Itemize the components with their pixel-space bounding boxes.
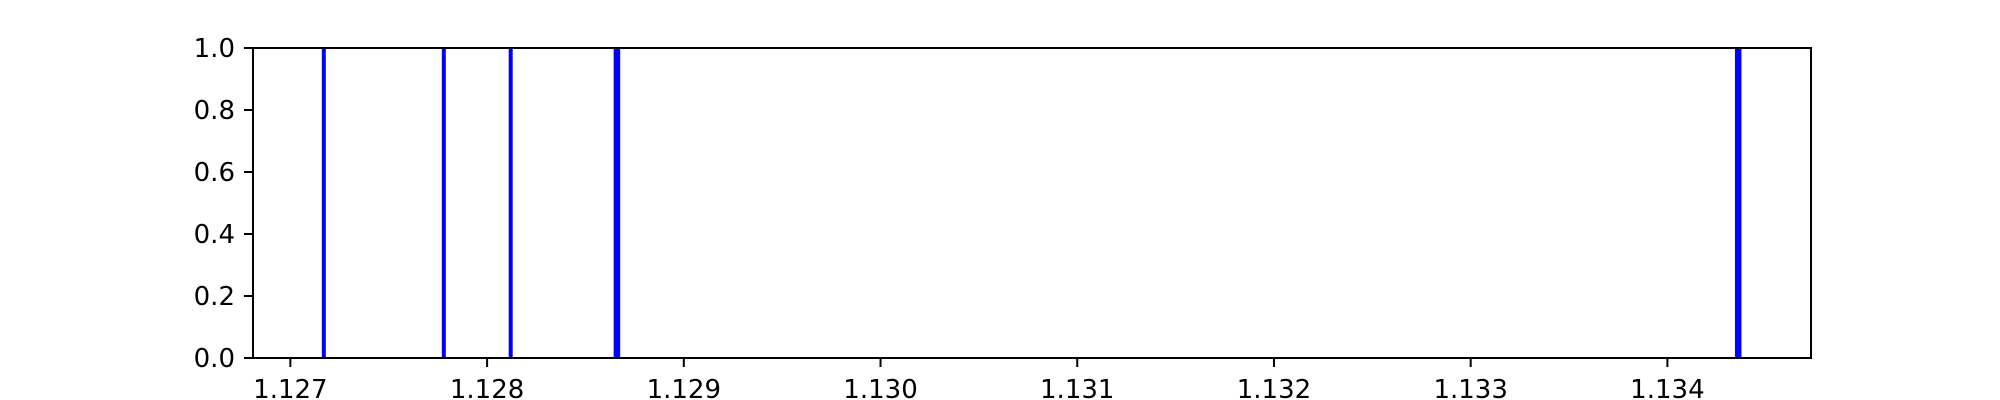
x-tick-label: 1.134 — [1630, 375, 1704, 400]
plot-frame — [252, 47, 1812, 359]
y-tick-label: 0.8 — [194, 96, 235, 126]
y-tick-label: 0.0 — [194, 344, 235, 374]
x-tick-label: 1.131 — [1040, 375, 1114, 400]
x-tick-label: 1.132 — [1237, 375, 1311, 400]
y-tick-label: 1.0 — [194, 34, 235, 64]
event-lines — [321, 48, 1742, 358]
y-tick-label: 0.6 — [194, 158, 235, 188]
x-axis: 1.127 1.128 1.129 1.130 1.131 1.132 1.133 1.134 — [253, 358, 1705, 400]
y-axis: 0.0 0.2 0.4 0.6 0.8 1.0 — [194, 34, 253, 374]
x-tick-label: 1.127 — [253, 375, 327, 400]
y-tick-label: 0.4 — [194, 220, 235, 250]
x-tick-label: 1.130 — [843, 375, 917, 400]
x-tick-label: 1.129 — [647, 375, 721, 400]
x-tick-label: 1.128 — [450, 375, 524, 400]
y-tick-label: 0.2 — [194, 282, 235, 312]
x-tick-label: 1.133 — [1433, 375, 1507, 400]
